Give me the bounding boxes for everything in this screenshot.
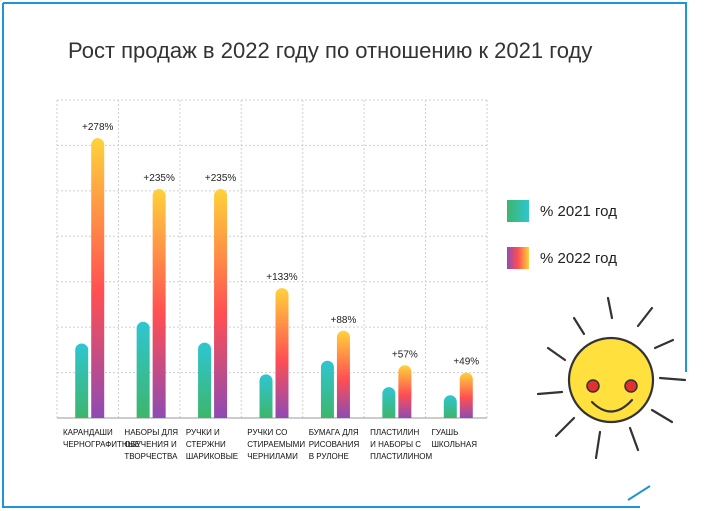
bar-2022	[214, 189, 228, 418]
data-label: +235%	[143, 173, 175, 184]
frame-border	[3, 2, 687, 372]
data-label: +235%	[205, 173, 237, 184]
category-label: ГУАШЬ ШКОЛЬНАЯ	[432, 428, 478, 449]
bar-2021	[320, 360, 334, 418]
legend-swatch-2022	[507, 247, 529, 269]
chart-title: Рост продаж в 2022 году по отношению к 2…	[68, 38, 592, 63]
bar-2021	[136, 321, 150, 418]
smiling-sun-icon	[536, 296, 687, 460]
category-label: НАБОРЫ ДЛЯ ОБУЧЕНИЯ И ТВОРЧЕСТВА	[124, 428, 178, 461]
bar-2021	[75, 343, 89, 418]
bar-2021	[382, 387, 396, 418]
data-label: +57%	[392, 349, 418, 360]
bar-2022	[459, 372, 473, 418]
bar-2021	[198, 342, 212, 418]
legend: % 2021 год % 2022 год	[507, 200, 617, 269]
data-labels: +278% +235% +235% +133% +88% +57% +49%	[82, 122, 479, 367]
frame-accent	[627, 485, 651, 501]
legend-label-2022: % 2022 год	[540, 250, 617, 267]
data-label: +49%	[453, 357, 479, 368]
data-label: +278%	[82, 122, 114, 133]
category-label: ПЛАСТИЛИН И НАБОРЫ С ПЛАСТИЛИНОМ	[370, 428, 432, 461]
category-label: РУЧКИ СО СТИРАЕМЫМИ ЧЕРНИЛАМИ	[247, 428, 305, 461]
legend-label-2021: % 2021 год	[540, 203, 617, 220]
bars	[75, 138, 473, 418]
frame-border-bottom	[2, 3, 640, 508]
data-label: +88%	[330, 315, 356, 326]
category-label: РУЧКИ И СТЕРЖНИ ШАРИКОВЫЕ	[186, 428, 238, 461]
bar-2022	[398, 365, 412, 418]
bar-2022	[275, 288, 289, 418]
data-label: +133%	[266, 272, 298, 283]
bar-2022	[152, 189, 166, 418]
bar-2022	[336, 330, 350, 418]
bar-2022	[91, 138, 105, 418]
category-label: БУМАГА ДЛЯ РИСОВАНИЯ В РУЛОНЕ	[309, 428, 360, 461]
category-label: КАРАНДАШИ ЧЕРНОГРАФИТНЫЕ	[63, 428, 140, 449]
bar-2021	[443, 395, 457, 418]
grid-lines	[56, 99, 488, 419]
bar-2021	[259, 374, 273, 418]
legend-swatch-2021	[507, 200, 529, 222]
